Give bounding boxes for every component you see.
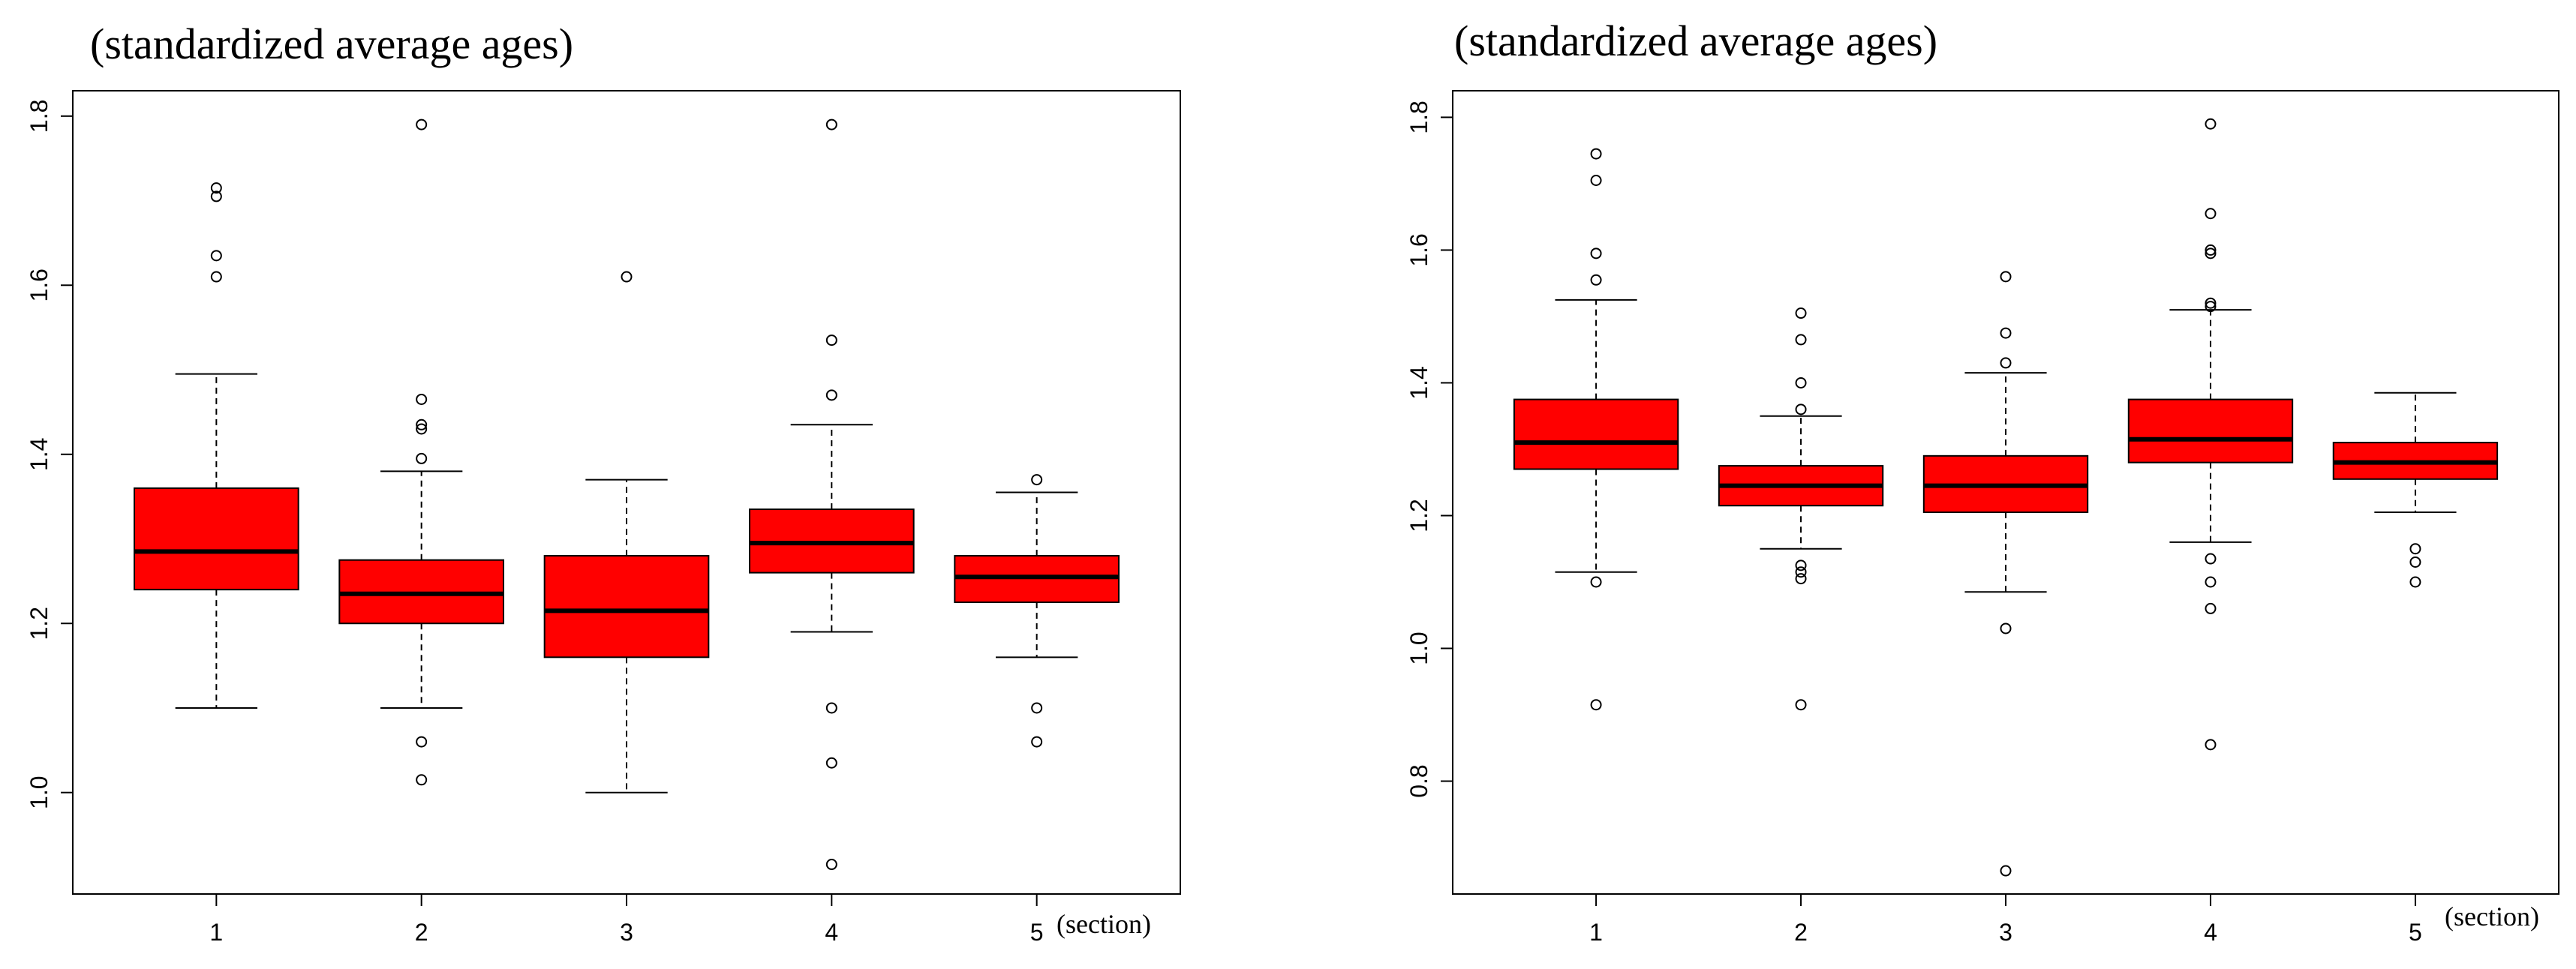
outlier-point	[416, 418, 428, 430]
box-section-2	[338, 118, 505, 786]
outlier-point	[416, 393, 428, 405]
outlier-point	[825, 118, 837, 130]
y-tick-label: 1.4	[1405, 366, 1432, 399]
y-tick-label: 1.0	[26, 776, 53, 808]
outlier-point	[2000, 865, 2012, 877]
outlier-point	[210, 182, 222, 194]
outlier-point	[1795, 566, 1807, 578]
outlier-point	[1795, 376, 1807, 388]
left-boxplot-panel: (standardized average ages) 1.0 1.2 1.4 1.6 1…	[26, 20, 1181, 946]
outlier-point	[1031, 474, 1043, 486]
y-tick-label: 1.4	[26, 438, 53, 471]
outlier-point	[1031, 702, 1043, 714]
iqr-box	[2127, 398, 2294, 464]
right-boxplot-panel: (standardized average ages) 0.8 1.0 1.2 1.4 1…	[1405, 16, 2559, 946]
outlier-point	[2205, 301, 2217, 313]
outlier-point	[2205, 208, 2217, 220]
box-section-5	[2332, 392, 2499, 588]
outlier-point	[2409, 576, 2421, 588]
outlier-point	[2000, 622, 2012, 634]
x-tick-label: 3	[620, 919, 633, 946]
y-tick-label: 1.0	[1405, 632, 1432, 664]
y-tick-label: 1.6	[1405, 233, 1432, 266]
outlier-point	[1795, 334, 1807, 346]
chart-title: (standardized average ages)	[90, 20, 573, 68]
outlier-point	[416, 736, 428, 748]
box-section-4	[749, 118, 915, 871]
outlier-point	[1795, 560, 1807, 572]
box-section-5	[954, 474, 1120, 748]
x-tick-label: 1	[1589, 919, 1603, 946]
outlier-point	[210, 271, 222, 283]
box-section-3	[1922, 271, 2089, 877]
box-section-2	[1718, 308, 1884, 711]
outlier-point	[621, 271, 633, 283]
outlier-point	[825, 389, 837, 401]
y-tick-label: 1.8	[1405, 100, 1432, 134]
box-section-1	[1513, 148, 1679, 711]
x-tick-label: 5	[1030, 919, 1044, 946]
outlier-point	[2205, 118, 2217, 130]
outlier-point	[2205, 297, 2217, 309]
outlier-point	[1590, 148, 1602, 160]
outlier-point	[2205, 244, 2217, 256]
outlier-point	[1590, 699, 1602, 711]
box-section-4	[2127, 118, 2294, 751]
outlier-point	[210, 250, 222, 262]
outlier-point	[1590, 576, 1602, 588]
y-tick-label: 1.8	[26, 100, 53, 133]
outlier-point	[1590, 274, 1602, 286]
box-section-3	[543, 271, 710, 794]
outlier-point	[1590, 174, 1602, 186]
outlier-point	[2000, 327, 2012, 339]
outlier-point	[1795, 308, 1807, 320]
outlier-point	[210, 190, 222, 202]
outlier-point	[2205, 248, 2217, 260]
x-tick-label: 4	[825, 919, 838, 946]
outlier-point	[1795, 573, 1807, 585]
y-tick-label: 0.8	[1405, 764, 1432, 797]
outlier-point	[1795, 699, 1807, 711]
x-tick-label: 2	[1794, 919, 1808, 946]
iqr-box	[543, 555, 710, 658]
x-axis-label: (section)	[1057, 909, 1151, 939]
outlier-point	[2205, 553, 2217, 565]
outlier-point	[2205, 739, 2217, 751]
outlier-point	[2000, 271, 2012, 283]
outlier-point	[416, 774, 428, 786]
x-axis-label: (section)	[2445, 902, 2539, 932]
x-tick-label: 5	[2409, 919, 2422, 946]
outlier-point	[2409, 556, 2421, 568]
outlier-point	[416, 452, 428, 464]
outlier-point	[1031, 736, 1043, 748]
outlier-point	[1795, 404, 1807, 416]
outlier-point	[2205, 576, 2217, 588]
x-tick-label: 1	[209, 919, 223, 946]
outlier-point	[825, 334, 837, 346]
outlier-point	[825, 702, 837, 714]
outlier-point	[416, 423, 428, 435]
box-section-1	[134, 182, 299, 709]
y-tick-label: 1.2	[1405, 499, 1432, 532]
iqr-box	[1513, 398, 1679, 470]
y-tick-label: 1.6	[26, 268, 53, 302]
x-tick-label: 3	[1999, 919, 2012, 946]
outlier-point	[2205, 602, 2217, 614]
outlier-point	[1590, 248, 1602, 260]
outlier-point	[416, 118, 428, 130]
chart-title: (standardized average ages)	[1454, 16, 1937, 65]
x-tick-label: 2	[415, 919, 428, 946]
outlier-point	[2000, 357, 2012, 369]
iqr-box	[134, 487, 299, 591]
x-tick-label: 4	[2204, 919, 2217, 946]
outlier-point	[2409, 543, 2421, 555]
outlier-point	[825, 859, 837, 871]
y-tick-label: 1.2	[26, 607, 53, 640]
outlier-point	[825, 757, 837, 769]
